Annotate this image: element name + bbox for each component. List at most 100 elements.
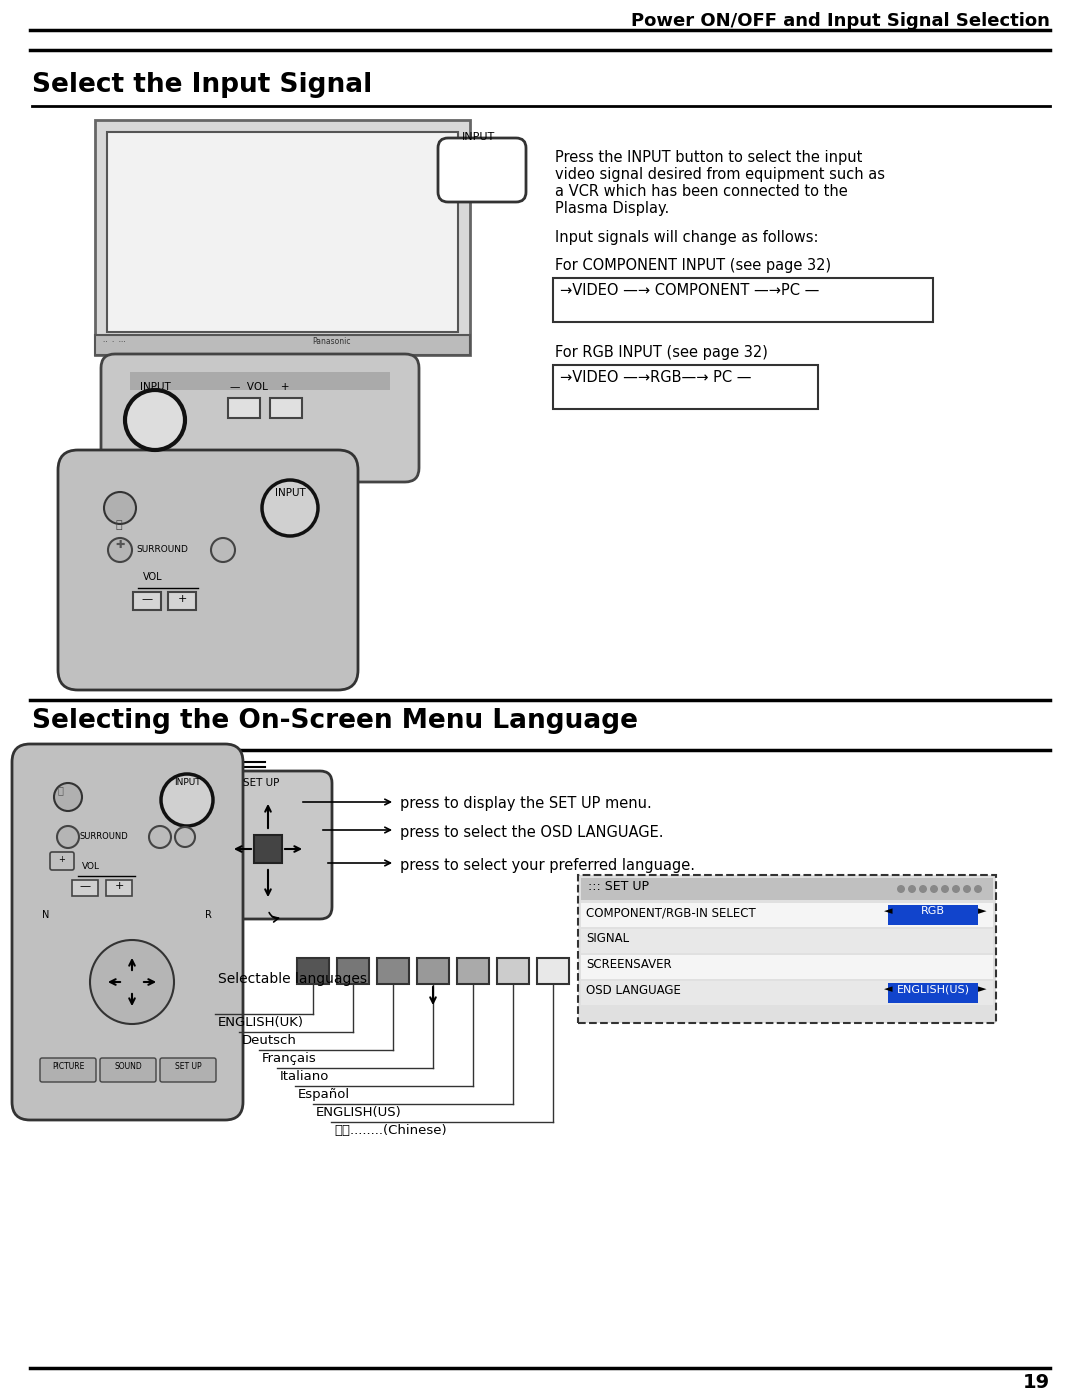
Text: press to display the SET UP menu.: press to display the SET UP menu. bbox=[400, 796, 651, 812]
Text: N: N bbox=[42, 909, 50, 921]
Text: press to select the OSD LANGUAGE.: press to select the OSD LANGUAGE. bbox=[400, 826, 663, 840]
Text: INPUT: INPUT bbox=[139, 381, 171, 393]
Text: ::: SET UP: ::: SET UP bbox=[588, 880, 649, 893]
FancyBboxPatch shape bbox=[438, 138, 526, 203]
Bar bbox=[297, 958, 329, 983]
Bar bbox=[553, 278, 933, 321]
FancyBboxPatch shape bbox=[204, 771, 332, 919]
Text: Selectable languages: Selectable languages bbox=[218, 972, 367, 986]
Circle shape bbox=[951, 886, 960, 893]
Text: —: — bbox=[80, 882, 91, 891]
Circle shape bbox=[963, 886, 971, 893]
Bar bbox=[581, 902, 993, 928]
Text: ◄: ◄ bbox=[885, 907, 892, 916]
FancyBboxPatch shape bbox=[231, 781, 307, 823]
Text: —: — bbox=[141, 594, 152, 604]
Circle shape bbox=[908, 886, 916, 893]
Text: OSD LANGUAGE: OSD LANGUAGE bbox=[586, 983, 680, 997]
Circle shape bbox=[90, 940, 174, 1024]
Text: ENGLISH(UK): ENGLISH(UK) bbox=[218, 1016, 303, 1030]
Text: R: R bbox=[205, 909, 212, 921]
Text: Select the Input Signal: Select the Input Signal bbox=[32, 73, 373, 98]
Bar bbox=[270, 398, 302, 418]
Bar bbox=[138, 409, 172, 430]
Text: Input signals will change as follows:: Input signals will change as follows: bbox=[555, 231, 819, 244]
Text: Press the INPUT button to select the input: Press the INPUT button to select the inp… bbox=[555, 149, 862, 165]
Bar bbox=[417, 958, 449, 983]
Text: a VCR which has been connected to the: a VCR which has been connected to the bbox=[555, 184, 848, 198]
Text: SURROUND: SURROUND bbox=[136, 545, 188, 555]
FancyBboxPatch shape bbox=[160, 1058, 216, 1083]
Text: Español: Español bbox=[298, 1088, 350, 1101]
Text: INPUT: INPUT bbox=[174, 778, 200, 787]
Text: ⏻: ⏻ bbox=[57, 785, 63, 795]
Text: ►: ► bbox=[977, 907, 986, 916]
Circle shape bbox=[941, 886, 949, 893]
Text: Panasonic: Panasonic bbox=[312, 337, 351, 346]
Text: +: + bbox=[177, 594, 187, 604]
FancyBboxPatch shape bbox=[102, 353, 419, 482]
Text: 中文........(Chinese): 中文........(Chinese) bbox=[334, 1125, 447, 1137]
Circle shape bbox=[108, 538, 132, 562]
Circle shape bbox=[930, 886, 939, 893]
Bar bbox=[581, 981, 993, 1004]
Text: ENGLISH(US): ENGLISH(US) bbox=[316, 1106, 402, 1119]
Text: SET UP: SET UP bbox=[175, 1062, 201, 1071]
Circle shape bbox=[175, 827, 195, 847]
Bar bbox=[95, 120, 470, 355]
Bar bbox=[228, 398, 260, 418]
Text: PICTURE: PICTURE bbox=[52, 1062, 84, 1071]
Circle shape bbox=[125, 390, 185, 450]
Text: SET UP: SET UP bbox=[243, 778, 280, 788]
Bar bbox=[457, 958, 489, 983]
Text: VOL: VOL bbox=[143, 571, 163, 583]
Text: Italiano: Italiano bbox=[280, 1070, 329, 1083]
Bar bbox=[106, 880, 132, 895]
Text: SURROUND: SURROUND bbox=[80, 833, 129, 841]
Bar bbox=[888, 983, 978, 1003]
Bar bbox=[72, 880, 98, 895]
Text: RGB: RGB bbox=[921, 907, 945, 916]
Circle shape bbox=[161, 774, 213, 826]
Text: ENGLISH(US): ENGLISH(US) bbox=[896, 983, 970, 995]
Text: Plasma Display.: Plasma Display. bbox=[555, 201, 670, 217]
Bar bbox=[133, 592, 161, 610]
Circle shape bbox=[262, 481, 318, 536]
Text: Deutsch: Deutsch bbox=[242, 1034, 297, 1046]
FancyBboxPatch shape bbox=[50, 852, 75, 870]
Text: ..  .  ...: .. . ... bbox=[103, 337, 125, 344]
Bar bbox=[168, 592, 195, 610]
Bar bbox=[254, 835, 282, 863]
Text: For RGB INPUT (see page 32): For RGB INPUT (see page 32) bbox=[555, 345, 768, 360]
Text: +: + bbox=[114, 882, 124, 891]
Text: ►: ► bbox=[977, 983, 986, 995]
Text: INPUT: INPUT bbox=[462, 131, 496, 142]
FancyBboxPatch shape bbox=[100, 1058, 156, 1083]
Text: ◄: ◄ bbox=[885, 983, 892, 995]
Text: ✚: ✚ bbox=[116, 541, 124, 550]
Text: VOL: VOL bbox=[82, 862, 100, 870]
Text: +: + bbox=[58, 855, 66, 863]
Text: For COMPONENT INPUT (see page 32): For COMPONENT INPUT (see page 32) bbox=[555, 258, 832, 272]
Circle shape bbox=[211, 538, 235, 562]
Text: SCREENSAVER: SCREENSAVER bbox=[586, 958, 672, 971]
Bar bbox=[581, 956, 993, 979]
Bar bbox=[581, 877, 993, 900]
Bar bbox=[337, 958, 369, 983]
Bar bbox=[107, 131, 458, 332]
Text: Selecting the On-Screen Menu Language: Selecting the On-Screen Menu Language bbox=[32, 708, 638, 733]
Text: Power ON/OFF and Input Signal Selection: Power ON/OFF and Input Signal Selection bbox=[631, 13, 1050, 29]
Text: Français: Français bbox=[262, 1052, 316, 1065]
Bar bbox=[95, 335, 470, 355]
FancyBboxPatch shape bbox=[40, 1058, 96, 1083]
Bar bbox=[537, 958, 569, 983]
Bar bbox=[377, 958, 409, 983]
Circle shape bbox=[104, 492, 136, 524]
Circle shape bbox=[919, 886, 927, 893]
FancyBboxPatch shape bbox=[58, 450, 357, 690]
Text: 19: 19 bbox=[1023, 1373, 1050, 1391]
Circle shape bbox=[54, 782, 82, 812]
Text: SIGNAL: SIGNAL bbox=[586, 932, 630, 944]
Bar bbox=[553, 365, 818, 409]
Bar bbox=[888, 905, 978, 925]
